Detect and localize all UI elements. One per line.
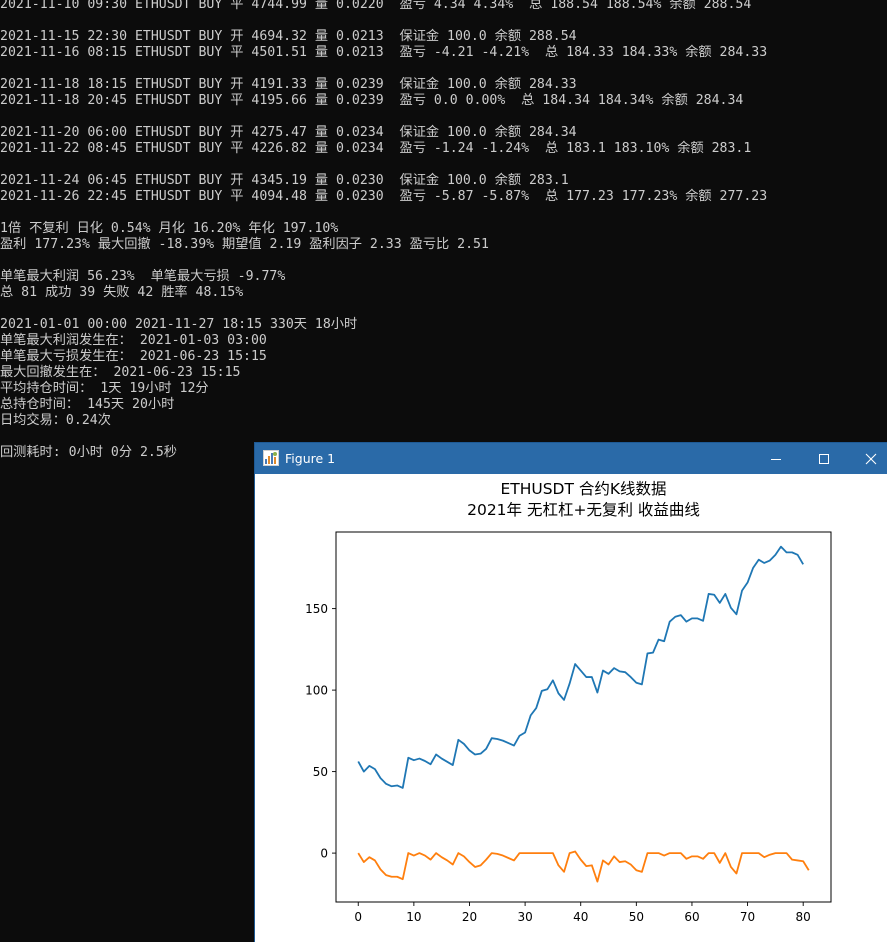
window-title: Figure 1 xyxy=(285,451,336,466)
console-line: 2021-11-20 06:00 ETHUSDT BUY 开 4275.47 量… xyxy=(0,125,577,140)
console-blank-line xyxy=(0,301,887,317)
close-button[interactable] xyxy=(848,443,887,474)
console-blank-line xyxy=(0,157,887,173)
close-icon xyxy=(865,453,877,465)
console-line: 平均持仓时间： 1天 19小时 12分 xyxy=(0,381,209,396)
console-line: 单笔最大利润发生在： 2021-01-03 03:00 xyxy=(0,333,267,348)
minimize-button[interactable] xyxy=(753,443,798,474)
console-blank-line xyxy=(0,205,887,221)
console-blank-line xyxy=(0,61,887,77)
title-bar[interactable]: Figure 1 xyxy=(255,443,887,474)
console-line: 2021-11-22 08:45 ETHUSDT BUY 平 4226.82 量… xyxy=(0,141,752,156)
x-tick-label: 40 xyxy=(573,910,588,924)
x-tick-label: 70 xyxy=(740,910,755,924)
x-tick-label: 10 xyxy=(406,910,421,924)
x-tick-label: 30 xyxy=(517,910,532,924)
matplotlib-figure-icon xyxy=(263,450,279,466)
console-blank-line xyxy=(0,109,887,125)
y-tick-label: 0 xyxy=(320,847,328,861)
x-tick-label: 60 xyxy=(684,910,699,924)
console-line: 单笔最大亏损发生在： 2021-06-23 15:15 xyxy=(0,349,267,364)
console-line: 总持仓时间： 145天 20小时 xyxy=(0,397,175,412)
y-tick-label: 100 xyxy=(305,684,328,698)
console-line: 总 81 成功 39 失败 42 胜率 48.15% xyxy=(0,285,244,300)
chart-subtitle: 2021年 无杠杠+无复利 收益曲线 xyxy=(467,501,700,519)
series-line-1 xyxy=(357,545,804,789)
console-line: 2021-11-24 06:45 ETHUSDT BUY 开 4345.19 量… xyxy=(0,173,569,188)
maximize-icon xyxy=(818,453,830,465)
console-line: 单笔最大利润 56.23% 单笔最大亏损 -9.77% xyxy=(0,269,286,284)
console-line: 盈利 177.23% 最大回撤 -18.39% 期望值 2.19 盈利因子 2.… xyxy=(0,237,489,252)
console-line: 2021-11-15 22:30 ETHUSDT BUY 开 4694.32 量… xyxy=(0,29,577,44)
x-tick-label: 50 xyxy=(629,910,644,924)
figure-window[interactable]: Figure 1 ETHUSDT 合约K线数据 2021年 无杠杠+无复利 收益曲… xyxy=(254,442,887,942)
line-chart: ETHUSDT 合约K线数据 2021年 无杠杠+无复利 收益曲线 0 10 20 30 4… xyxy=(305,480,832,924)
console-line: 2021-11-18 18:15 ETHUSDT BUY 开 4191.33 量… xyxy=(0,77,577,92)
y-tick-label: 50 xyxy=(313,765,328,779)
console-line: 回测耗时: 0小时 0分 2.5秒 xyxy=(0,445,177,460)
console-line: 1倍 不复利 日化 0.54% 月化 16.20% 年化 197.10% xyxy=(0,221,339,236)
figure-canvas[interactable]: ETHUSDT 合约K线数据 2021年 无杠杠+无复利 收益曲线 0 10 20 30 4… xyxy=(255,474,887,942)
x-tick-label: 20 xyxy=(462,910,477,924)
console-blank-line xyxy=(0,253,887,269)
console-line: 2021-01-01 00:00 2021-11-27 18:15 330天 1… xyxy=(0,317,358,332)
x-tick-label: 80 xyxy=(796,910,811,924)
console-line: 2021-11-26 22:45 ETHUSDT BUY 平 4094.48 量… xyxy=(0,189,768,204)
y-tick-label: 150 xyxy=(305,602,328,616)
console-line: 2021-11-10 09:30 ETHUSDT BUY 平 4744.99 量… xyxy=(0,0,752,12)
x-tick-label: 0 xyxy=(354,910,362,924)
maximize-button[interactable] xyxy=(801,443,846,474)
console-line: 日均交易：0.24次 xyxy=(0,413,111,428)
console-blank-line xyxy=(0,13,887,29)
series-line-2 xyxy=(357,850,810,883)
console-line: 最大回撤发生在： 2021-06-23 15:15 xyxy=(0,365,241,380)
console-line: 2021-11-18 20:45 ETHUSDT BUY 平 4195.66 量… xyxy=(0,93,744,108)
plot-frame xyxy=(335,531,832,903)
minimize-icon xyxy=(770,453,782,465)
console-line: 2021-11-16 08:15 ETHUSDT BUY 平 4501.51 量… xyxy=(0,45,768,60)
chart-title: ETHUSDT 合约K线数据 xyxy=(500,480,666,498)
